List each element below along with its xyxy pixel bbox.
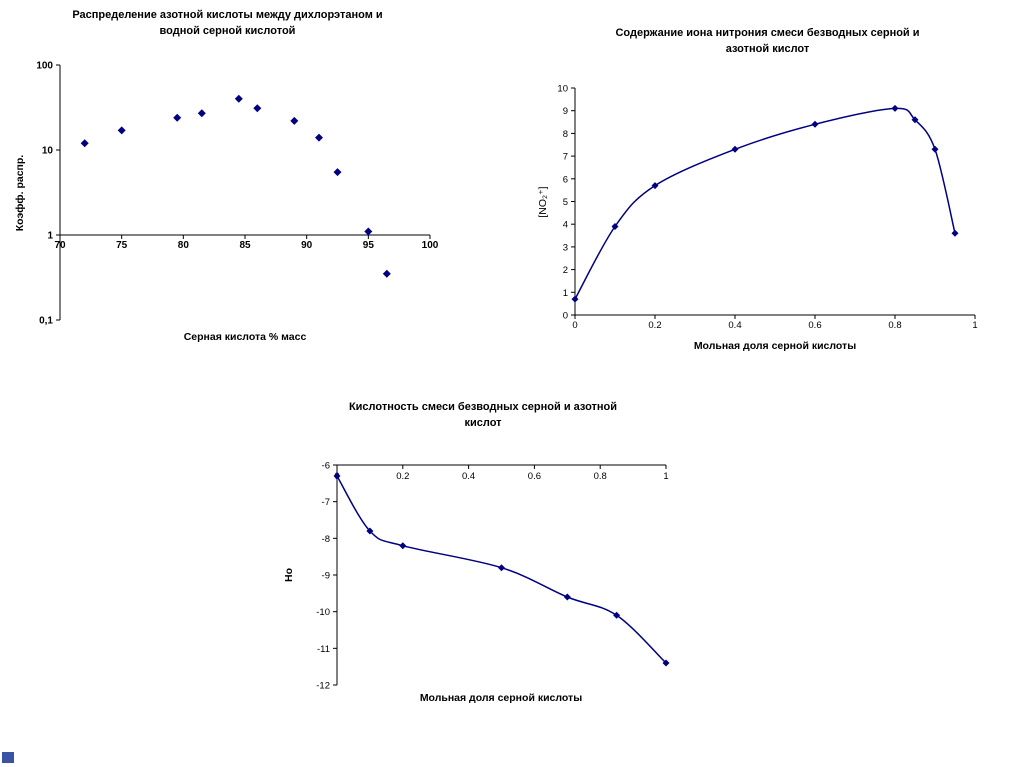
y-tick-label: -9: [322, 571, 330, 582]
y-tick-label: 100: [36, 61, 53, 72]
chart-title: Кислотность смеси безводных серной и азо…: [268, 400, 698, 432]
data-point: [811, 120, 819, 128]
data-point: [951, 229, 959, 237]
chart-nitronium-plot: 0 1 2 3 4 5 6 7 8 9 10 0 0.2 0.4 0.6 0.8 1 Мольная доля с…: [537, 84, 978, 353]
chart-title: Распределение азотной кислоты между дихл…: [10, 8, 445, 40]
x-tick-label: 0.4: [728, 320, 741, 331]
y-tick-label: 1: [47, 231, 53, 242]
y-tick-label: 9: [563, 106, 568, 117]
chart-title-line-1: Распределение азотной кислоты между дихл…: [72, 9, 383, 21]
y-tick-label: -12: [316, 681, 330, 692]
x-axis-title: Мольная доля серной кислоты: [420, 692, 582, 704]
y-tick-label: -6: [322, 461, 330, 472]
data-point: [571, 295, 579, 303]
chart-distribution: Распределение азотной кислоты между дихл…: [10, 6, 445, 358]
y-tick-label: 2: [563, 265, 568, 276]
x-tick-label: 80: [178, 240, 190, 251]
y-tick-label: 0: [563, 311, 568, 322]
y-tick-label: -7: [322, 497, 330, 508]
data-point: [611, 223, 619, 230]
data-point: [290, 116, 299, 125]
y-tick-label: 4: [563, 220, 568, 231]
x-axis-title: Мольная доля серной кислоты: [694, 340, 856, 352]
y-tick-label: 3: [563, 242, 568, 253]
chart-nitronium: Содержание иона нитрония смеси безводных…: [530, 18, 1005, 363]
x-tick-label: 70: [54, 240, 66, 251]
data-point: [197, 109, 206, 118]
data-point: [333, 472, 341, 480]
x-tick-label: 100: [422, 240, 439, 251]
chart-title-line-2: азотной кислот: [725, 42, 810, 55]
data-point: [911, 116, 919, 124]
data-point: [173, 113, 182, 122]
x-tick-label: 0.6: [808, 320, 821, 331]
y-tick-label: 6: [563, 174, 568, 185]
x-tick-label: 95: [363, 240, 375, 251]
chart-title-line-1: Содержание иона нитрония смеси безводных…: [615, 27, 920, 39]
x-tick-label: 90: [301, 240, 313, 251]
x-axis-title: Серная кислота % масс: [184, 331, 307, 343]
data-point: [931, 145, 939, 153]
y-axis-title: Коэфф. распр.: [14, 155, 26, 232]
data-point: [563, 593, 571, 601]
y-tick-label: 10: [557, 84, 568, 95]
y-tick-label: -10: [316, 607, 330, 618]
data-point: [891, 104, 899, 112]
data-point: [80, 139, 89, 148]
y-axis-title: Но: [283, 568, 295, 582]
x-tick-label: 0.2: [396, 471, 409, 482]
x-tick-label: 1: [972, 320, 977, 331]
y-tick-label: 8: [563, 129, 568, 140]
x-tick-label: 85: [239, 240, 251, 251]
y-tick-label: 10: [42, 146, 54, 157]
data-point: [117, 126, 126, 135]
data-point: [613, 611, 621, 619]
data-point: [662, 659, 670, 667]
y-axis-title: [NO₂⁺]: [537, 186, 549, 217]
y-tick-label: 1: [563, 288, 568, 299]
x-tick-label: 0.2: [648, 320, 661, 331]
data-point: [399, 542, 407, 550]
y-tick-label: 5: [563, 197, 568, 208]
x-tick-label: 75: [116, 240, 128, 251]
x-tick-label: 0.4: [462, 471, 475, 482]
y-tick-label: 0,1: [39, 316, 53, 327]
x-tick-label: 0: [572, 320, 577, 331]
data-point: [234, 94, 243, 103]
data-point: [333, 168, 342, 177]
data-point: [366, 527, 374, 535]
y-tick-label: -8: [322, 534, 330, 545]
data-point: [315, 133, 323, 142]
x-tick-label: 0.6: [528, 471, 541, 482]
chart-title-line-2: кислот: [464, 416, 502, 429]
x-tick-label: 0.8: [594, 471, 607, 482]
y-tick-label: 7: [563, 152, 568, 163]
data-point: [364, 227, 373, 236]
data-point: [382, 269, 391, 278]
slide-corner-decoration: [2, 752, 14, 763]
data-point: [651, 182, 659, 190]
data-point: [253, 104, 262, 113]
chart-acidity: Кислотность смеси безводных серной и азо…: [268, 393, 698, 723]
chart-title: Содержание иона нитрония смеси безводных…: [530, 26, 1005, 58]
series-line: [574, 107, 956, 300]
chart-distribution-plot: 100 10 1 0,1 70 75 80 85 90 95 100 Серная кислота %…: [14, 61, 439, 344]
data-point: [498, 564, 505, 572]
chart-title-line-1: Кислотность смеси безводных серной и азо…: [348, 401, 618, 413]
chart-title-line-2: водной серной кислотой: [159, 24, 296, 37]
x-tick-label: 0.8: [888, 320, 901, 331]
data-point: [731, 145, 739, 153]
x-tick-label: 1: [663, 471, 668, 482]
y-tick-label: -11: [317, 644, 330, 655]
